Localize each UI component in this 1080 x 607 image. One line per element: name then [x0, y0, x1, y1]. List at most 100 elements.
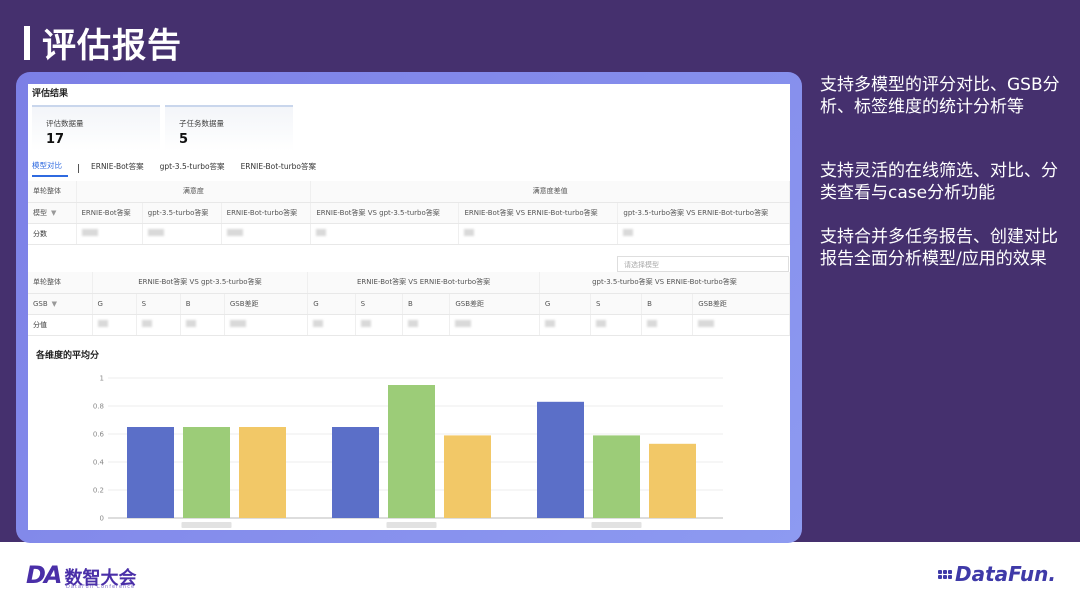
column-header: B — [641, 293, 694, 315]
bar — [239, 427, 286, 518]
blurred-value — [76, 223, 143, 245]
stat-card-subtask-count: 子任务数据量 5 — [165, 105, 293, 151]
logo-dots-icon — [938, 569, 952, 579]
column-header: gpt-3.5-turbo答案 VS ERNIE-Bot-turbo答案 — [617, 202, 790, 224]
datafun-logo: DataFun. — [938, 562, 1056, 586]
column-header: G — [307, 293, 356, 315]
stat-card-eval-count: 评估数据量 17 — [32, 105, 160, 151]
bullet-3: 支持合并多任务报告、创建对比报告全面分析模型/应用的效果 — [820, 227, 1058, 269]
stat-label: 评估数据量 — [46, 119, 84, 128]
logo-right-text: DataFun. — [955, 562, 1056, 586]
tab-model-compare[interactable]: 模型对比 — [32, 159, 68, 177]
bar — [537, 401, 584, 518]
row-head-gsb[interactable]: GSB ▼ — [28, 293, 93, 315]
y-tick-label: 0.2 — [93, 487, 104, 495]
bar — [332, 427, 379, 518]
y-tick-label: 0.4 — [93, 459, 105, 467]
y-tick-label: 0 — [100, 515, 104, 523]
blurred-category-label — [591, 522, 642, 528]
blurred-value — [92, 314, 137, 336]
blurred-value — [180, 314, 225, 336]
column-header: ERNIE-Bot答案 VS ERNIE-Bot-turbo答案 — [458, 202, 619, 224]
blurred-value — [590, 314, 643, 336]
column-header: S — [590, 293, 643, 315]
blurred-value — [310, 223, 460, 245]
group-header-satisfaction: 满意度 — [76, 181, 312, 203]
column-header: S — [136, 293, 181, 315]
evaluation-report-screen: 评估结果 评估数据量 17 子任务数据量 5 模型对比 ERNIE-Bot答案 … — [28, 84, 790, 530]
y-tick-label: 1 — [100, 375, 104, 383]
bullet-2: 支持灵活的在线筛选、对比、分类查看与case分析功能 — [820, 161, 1058, 203]
gsb-group-header: ERNIE-Bot答案 VS gpt-3.5-turbo答案 — [92, 272, 309, 294]
y-tick-label: 0.6 — [93, 431, 105, 439]
blurred-value — [224, 314, 309, 336]
column-header: ERNIE-Bot-turbo答案 — [221, 202, 312, 224]
blurred-category-label — [386, 522, 437, 528]
column-header: S — [355, 293, 404, 315]
y-tick-label: 0.8 — [93, 403, 104, 411]
title-bar-decoration — [24, 25, 30, 60]
score-table: 单轮整体 满意度 满意度差值 模型 ▼ ERNIE-Bot答案 gpt-3.5-t… — [28, 181, 790, 245]
group-header-satisfaction-diff: 满意度差值 — [310, 181, 790, 203]
bar — [649, 443, 696, 518]
slide-title: 评估报告 — [24, 18, 182, 67]
blurred-category-label — [181, 522, 232, 528]
model-select-input[interactable]: 请选择模型 — [617, 256, 789, 272]
blurred-value — [142, 223, 222, 245]
table-row: 分值 — [28, 314, 790, 336]
column-header: G — [539, 293, 591, 315]
tab-gpt35[interactable]: gpt-3.5-turbo答案 — [159, 162, 225, 171]
blurred-value — [136, 314, 181, 336]
logo-cn-text: 数智大会 — [64, 568, 137, 589]
blurred-value — [539, 314, 591, 336]
tab-ernie-bot-turbo[interactable]: ERNIE-Bot-turbo答案 — [240, 162, 317, 171]
blurred-value — [307, 314, 356, 336]
tab-bar: 模型对比 ERNIE-Bot答案 gpt-3.5-turbo答案 ERNIE-B… — [32, 159, 332, 177]
row-head-model[interactable]: 模型 ▼ — [28, 202, 77, 224]
section-title: 评估结果 — [32, 89, 69, 99]
blurred-value — [355, 314, 404, 336]
bar — [444, 435, 491, 518]
row-label-score: 分数 — [28, 223, 77, 245]
blurred-value — [221, 223, 312, 245]
filter-icon[interactable]: ▼ — [51, 208, 57, 217]
tab-divider — [78, 163, 79, 173]
filter-icon[interactable]: ▼ — [51, 299, 58, 308]
stat-label: 子任务数据量 — [179, 119, 224, 128]
tab-ernie-bot[interactable]: ERNIE-Bot答案 — [91, 162, 144, 171]
table-corner: 单轮整体 — [28, 272, 93, 294]
column-header: GSB差距 — [692, 293, 790, 315]
blurred-value — [617, 223, 790, 245]
column-header: gpt-3.5-turbo答案 — [142, 202, 222, 224]
bar — [593, 435, 640, 518]
column-header: GSB差距 — [224, 293, 309, 315]
bar — [388, 385, 435, 518]
column-header: G — [92, 293, 137, 315]
gsb-group-header: ERNIE-Bot答案 VS ERNIE-Bot-turbo答案 — [307, 272, 540, 294]
logo-subtext: DataFun Conference — [66, 584, 136, 590]
chart-title: 各维度的平均分 — [36, 351, 100, 361]
column-header: ERNIE-Bot答案 VS gpt-3.5-turbo答案 — [310, 202, 460, 224]
bar — [183, 427, 230, 518]
slide-title-text: 评估报告 — [42, 26, 182, 66]
bar-chart: 0 0.2 0.4 0.6 0.8 1 — [93, 375, 723, 528]
column-header: B — [402, 293, 451, 315]
blurred-value — [449, 314, 540, 336]
logo-da-mark: DA — [26, 561, 62, 589]
blurred-value — [641, 314, 694, 336]
row-label-value: 分值 — [28, 314, 93, 336]
blurred-value — [692, 314, 790, 336]
bullet-1: 支持多模型的评分对比、GSB分析、标签维度的统计分析等 — [820, 75, 1060, 117]
column-header: GSB差距 — [449, 293, 540, 315]
blurred-value — [458, 223, 619, 245]
gsb-table: 单轮整体 ERNIE-Bot答案 VS gpt-3.5-turbo答案 ERNI… — [28, 272, 790, 336]
stat-value: 5 — [179, 132, 189, 147]
column-header: ERNIE-Bot答案 — [76, 202, 143, 224]
blurred-value — [402, 314, 451, 336]
bar — [127, 427, 174, 518]
stat-value: 17 — [46, 132, 65, 147]
datafun-conference-logo: DA 数智大会 DataFun Conference — [26, 561, 137, 590]
column-header: B — [180, 293, 225, 315]
gsb-group-header: gpt-3.5-turbo答案 VS ERNIE-Bot-turbo答案 — [539, 272, 790, 294]
table-row: 分数 — [28, 223, 790, 245]
